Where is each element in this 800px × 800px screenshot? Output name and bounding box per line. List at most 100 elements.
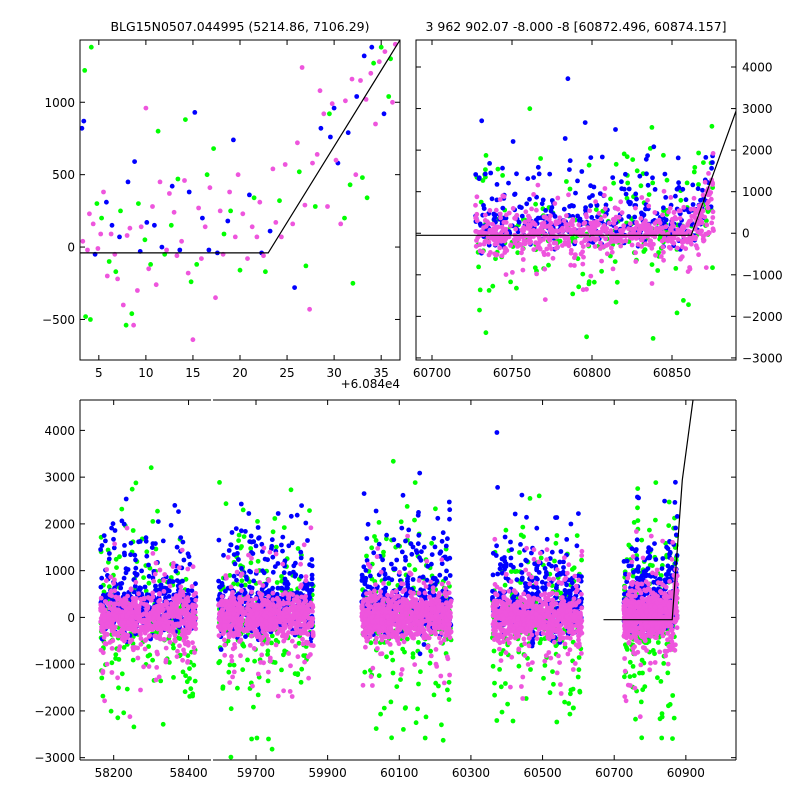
data-point-magenta: [523, 209, 529, 215]
data-point-green: [114, 565, 119, 570]
data-point-green: [274, 580, 280, 585]
top-left-x-tick-label: 5: [95, 366, 103, 380]
data-point-blue: [309, 563, 315, 569]
data-point-magenta: [170, 564, 176, 569]
data-point-green: [378, 44, 384, 50]
data-point-magenta: [649, 245, 655, 251]
data-point-blue: [382, 572, 388, 578]
data-point-magenta: [599, 258, 604, 264]
data-point-green: [621, 151, 627, 157]
data-point-magenta: [358, 78, 363, 83]
data-point-magenta: [216, 602, 222, 607]
data-point-magenta: [329, 101, 335, 107]
data-point-magenta: [257, 199, 263, 205]
data-point-blue: [226, 548, 232, 553]
data-point-green: [220, 684, 226, 690]
data-point-magenta: [522, 219, 528, 225]
data-point-magenta: [109, 593, 114, 599]
data-point-magenta: [207, 185, 213, 191]
data-point-magenta: [177, 643, 182, 649]
data-point-magenta: [164, 247, 170, 253]
data-point-blue: [275, 585, 281, 591]
data-point-magenta: [608, 235, 614, 241]
data-point-green: [483, 153, 489, 158]
data-point-magenta: [161, 637, 167, 642]
data-point-magenta: [668, 195, 674, 200]
data-point-magenta: [272, 626, 278, 631]
data-point-blue: [79, 125, 85, 131]
data-point-magenta: [146, 622, 151, 628]
data-point-magenta: [191, 624, 196, 629]
data-point-blue: [98, 584, 104, 590]
data-point-magenta: [590, 235, 596, 241]
data-point-magenta: [270, 597, 276, 602]
data-point-green: [386, 581, 392, 586]
data-point-green: [661, 152, 666, 158]
data-point-blue: [567, 158, 573, 164]
data-point-blue: [415, 541, 421, 547]
data-point-magenta: [147, 615, 152, 621]
data-point-green: [404, 504, 410, 509]
data-point-magenta: [295, 654, 301, 660]
data-point-magenta: [268, 658, 273, 664]
data-point-green: [109, 660, 115, 666]
top-right-y-tick-label: −2000: [742, 310, 783, 324]
data-point-blue: [153, 583, 158, 589]
data-point-magenta: [127, 604, 133, 610]
data-point-magenta: [705, 205, 711, 211]
data-point-magenta: [150, 626, 155, 632]
data-point-blue: [364, 536, 370, 541]
data-point-magenta: [260, 635, 266, 640]
data-point-blue: [294, 590, 300, 595]
data-point-magenta: [266, 578, 272, 583]
data-point-blue: [381, 111, 387, 117]
data-point-green: [148, 262, 154, 267]
data-point-magenta: [124, 233, 130, 238]
data-point-magenta: [305, 654, 311, 660]
data-point-blue: [146, 573, 152, 579]
data-point-green: [655, 268, 661, 273]
data-point-magenta: [598, 240, 603, 246]
data-point-magenta: [669, 224, 675, 230]
data-point-green: [704, 218, 709, 224]
data-point-blue: [662, 171, 668, 177]
data-point-blue: [331, 105, 337, 111]
panel-top-right: 60700 60750 60800 60850−3000−2000−100001000…: [413, 19, 783, 380]
data-point-blue: [567, 204, 572, 209]
data-point-magenta: [663, 224, 669, 230]
data-point-magenta: [338, 221, 344, 227]
data-point-magenta: [175, 600, 181, 605]
data-point-blue: [644, 171, 649, 177]
data-point-blue: [676, 180, 681, 186]
top-left-x-tick-label: 35: [374, 366, 389, 380]
data-point-blue: [447, 573, 453, 578]
data-point-blue: [121, 575, 127, 581]
data-point-magenta: [161, 589, 167, 594]
data-point-magenta: [687, 218, 692, 224]
data-point-blue: [439, 538, 445, 544]
data-point-green: [118, 208, 123, 214]
data-point-green: [171, 645, 176, 651]
data-point-magenta: [585, 225, 591, 231]
data-point-green: [390, 458, 396, 464]
data-point-magenta: [235, 172, 241, 178]
data-point-magenta: [637, 227, 642, 233]
data-point-magenta: [156, 674, 162, 680]
data-point-green: [99, 215, 104, 221]
data-point-green: [613, 299, 619, 305]
data-point-blue: [389, 577, 395, 583]
data-point-magenta: [634, 232, 639, 237]
data-point-magenta: [108, 600, 113, 606]
data-point-green: [272, 516, 278, 521]
data-point-blue: [690, 202, 696, 207]
top-left-x-tick-label: 30: [326, 366, 341, 380]
data-point-green: [416, 640, 421, 645]
data-point-magenta: [251, 615, 256, 621]
data-point-green: [129, 311, 135, 317]
data-point-magenta: [519, 250, 524, 256]
data-point-green: [412, 480, 418, 485]
data-point-green: [240, 507, 246, 513]
data-point-magenta: [661, 188, 667, 194]
data-point-magenta: [227, 615, 232, 620]
data-point-blue: [473, 172, 479, 177]
